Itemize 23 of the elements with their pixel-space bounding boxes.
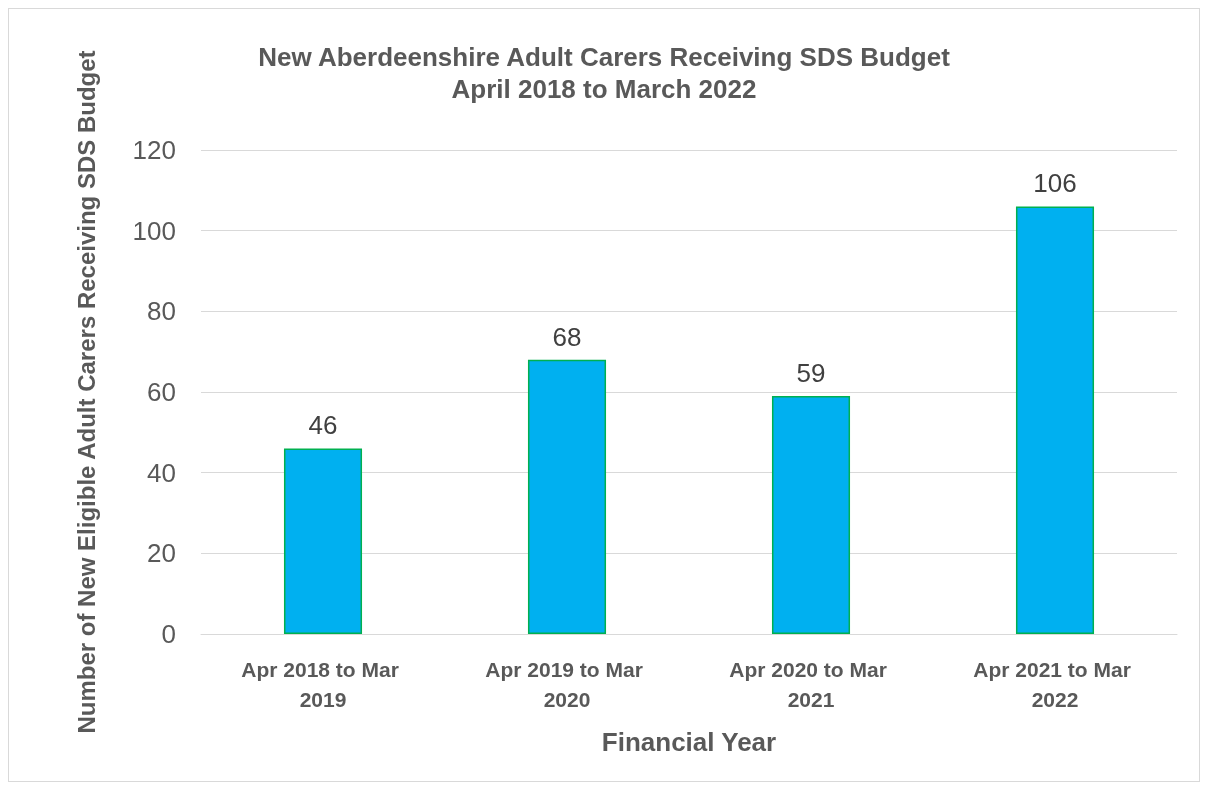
y-tick-label: 120: [132, 135, 176, 165]
data-label: 68: [552, 321, 582, 352]
y-tick-label: 100: [132, 215, 176, 246]
bar: [1015, 206, 1095, 634]
x-axis-title: Financial Year: [601, 727, 777, 757]
y-tick-label: 80: [147, 296, 176, 327]
x-tick-label: Apr 2019 to Mar 2020: [485, 657, 649, 711]
y-tick-label: 60: [147, 377, 176, 407]
x-tick-label: Apr 2018 to Mar 2019: [241, 657, 405, 711]
bar: [771, 396, 851, 634]
x-tick-label: Apr 2021 to Mar 2022: [973, 657, 1137, 711]
x-tick-label: Apr 2020 to Mar 2021: [729, 657, 893, 711]
data-label: 59: [796, 358, 826, 389]
data-label: 46: [308, 410, 338, 441]
y-tick-label: 40: [147, 457, 176, 488]
chart-subtitle: April 2018 to March 2022: [451, 74, 757, 104]
y-axis-title: Number of New Eligible Adult Carers Receiving SDS Budget: [72, 50, 100, 734]
chart-title: New Aberdeenshire Adult Carers Receiving SDS Budget: [258, 42, 951, 72]
bar: [283, 448, 363, 634]
bar: [527, 359, 607, 634]
y-tick-label: 0: [161, 619, 176, 649]
y-tick-label: 20: [147, 538, 176, 569]
data-label: 106: [1033, 168, 1077, 199]
